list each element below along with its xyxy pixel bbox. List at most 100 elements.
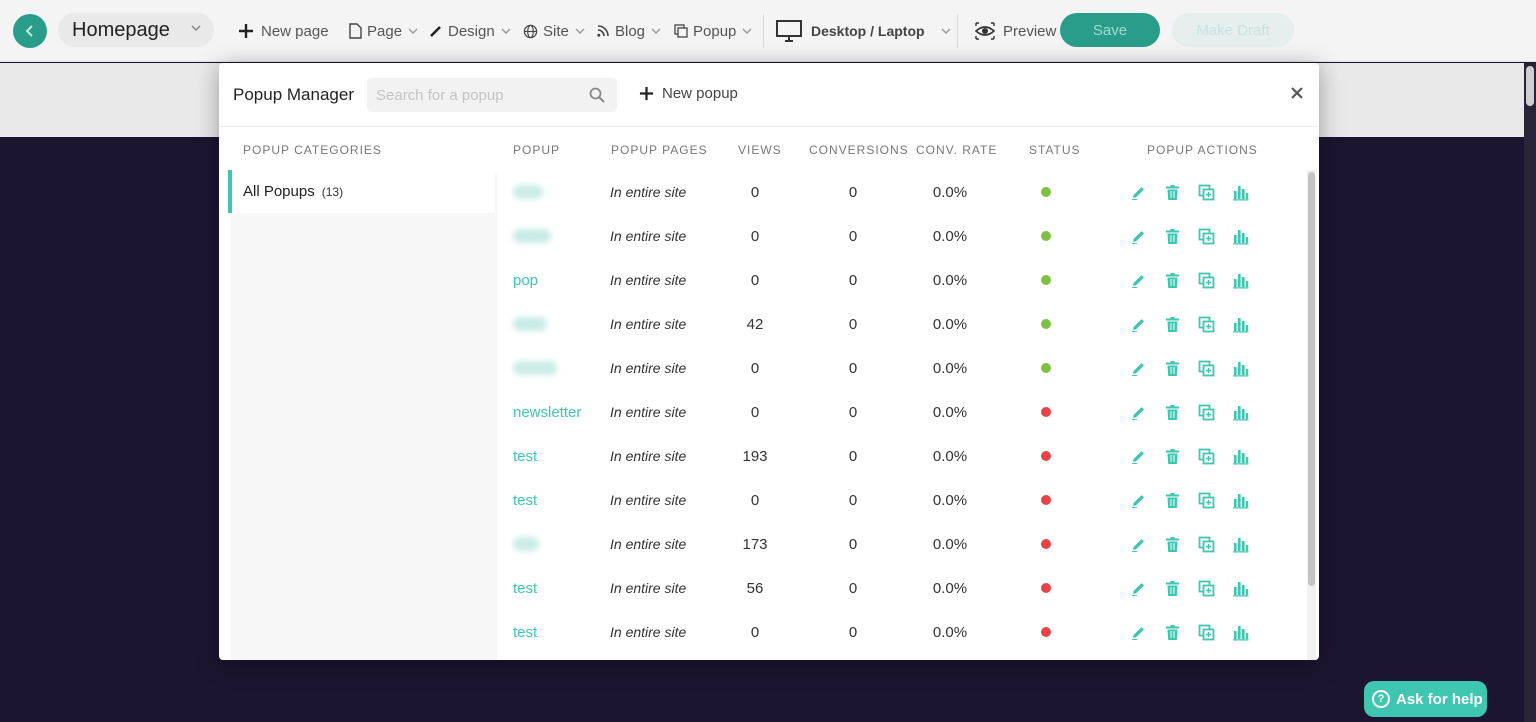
popup-pages: In entire site [610,404,687,420]
save-button[interactable]: Save [1060,13,1160,47]
stats-icon[interactable] [1232,492,1249,509]
category-all-popups[interactable]: All Popups (13) [228,170,495,213]
popup-manager-modal: Popup Manager New popup POPUP CATEGORIES… [219,63,1319,660]
stats-icon[interactable] [1232,316,1249,333]
edit-icon[interactable] [1130,492,1147,509]
stats-icon[interactable] [1232,536,1249,553]
duplicate-icon[interactable] [1198,184,1215,201]
popup-actions [1130,214,1249,258]
edit-icon[interactable] [1130,184,1147,201]
popup-conv-rate: 0.0% [932,579,968,597]
popup-actions [1130,302,1249,346]
back-button[interactable] [13,14,47,48]
popup-name-link[interactable]: test [513,478,537,522]
duplicate-icon[interactable] [1198,316,1215,333]
edit-icon[interactable] [1130,536,1147,553]
copy-icon [674,24,688,38]
page-scrollbar[interactable] [1524,63,1536,722]
popup-name-text: newsletter [513,403,582,421]
make-draft-button[interactable]: Make Draft [1172,13,1294,47]
popup-status [1040,346,1052,390]
popup-name-link[interactable]: test [513,434,537,478]
popup-menu[interactable]: Popup [674,19,753,43]
trash-icon[interactable] [1164,316,1181,333]
duplicate-icon[interactable] [1198,272,1215,289]
design-menu-label: Design [448,22,495,40]
popup-status [1040,170,1052,214]
popup-name-redacted [513,361,557,375]
popup-name-link[interactable]: test [513,566,537,610]
stats-icon[interactable] [1232,184,1249,201]
trash-icon[interactable] [1164,448,1181,465]
edit-icon[interactable] [1130,272,1147,289]
stats-icon[interactable] [1232,272,1249,289]
stats-icon[interactable] [1232,624,1249,641]
popup-search-input[interactable] [367,78,581,112]
duplicate-icon[interactable] [1198,536,1215,553]
popup-actions [1130,522,1249,566]
edit-icon[interactable] [1130,448,1147,465]
edit-icon[interactable] [1130,580,1147,597]
popup-name-link[interactable] [513,346,557,390]
duplicate-icon[interactable] [1198,360,1215,377]
page-icon [349,23,362,39]
site-menu-label: Site [543,22,569,40]
popup-name-link[interactable] [513,170,543,214]
duplicate-icon[interactable] [1198,228,1215,245]
popup-name-text: pop [513,271,539,289]
site-menu[interactable]: Site [523,19,586,43]
toolbar-divider [957,14,958,48]
stats-icon[interactable] [1232,228,1249,245]
search-icon[interactable] [589,87,605,103]
close-icon[interactable] [1289,85,1305,101]
popup-name-link[interactable] [513,302,547,346]
stats-icon[interactable] [1232,580,1249,597]
edit-icon[interactable] [1130,624,1147,641]
table-scrollbar-thumb[interactable] [1308,172,1315,586]
popup-name-link[interactable]: test [513,610,537,654]
duplicate-icon[interactable] [1198,492,1215,509]
stats-icon[interactable] [1232,360,1249,377]
trash-icon[interactable] [1164,492,1181,509]
trash-icon[interactable] [1164,360,1181,377]
duplicate-icon[interactable] [1198,624,1215,641]
trash-icon[interactable] [1164,624,1181,641]
popup-name-link[interactable]: pop [513,258,538,302]
popup-status [1040,478,1052,522]
trash-icon[interactable] [1164,536,1181,553]
duplicate-icon[interactable] [1198,404,1215,421]
preview-button[interactable]: Preview [975,19,1056,43]
page-selector[interactable]: Homepage [58,13,214,47]
design-menu[interactable]: Design [429,19,512,43]
new-page-button[interactable]: New page [238,19,329,43]
popup-name-link[interactable] [513,522,539,566]
trash-icon[interactable] [1164,580,1181,597]
device-selector[interactable]: Desktop / Laptop [776,19,952,43]
popup-views: 0 [750,271,760,289]
table-scrollbar[interactable] [1307,170,1316,660]
duplicate-icon[interactable] [1198,580,1215,597]
blog-menu[interactable]: Blog [596,19,662,43]
popup-name-link[interactable]: newsletter [513,390,581,434]
edit-icon[interactable] [1130,404,1147,421]
new-popup-button[interactable]: New popup [639,85,738,102]
trash-icon[interactable] [1164,272,1181,289]
page-menu[interactable]: Page [349,19,419,43]
duplicate-icon[interactable] [1198,448,1215,465]
popup-name-link[interactable] [513,214,551,258]
popup-conversions: 0 [848,579,858,597]
ask-for-help-button[interactable]: ? Ask for help [1364,681,1487,717]
trash-icon[interactable] [1164,228,1181,245]
popup-conversions: 0 [848,447,858,465]
stats-icon[interactable] [1232,448,1249,465]
edit-icon[interactable] [1130,316,1147,333]
page-scrollbar-thumb[interactable] [1526,66,1534,106]
edit-icon[interactable] [1130,228,1147,245]
edit-icon[interactable] [1130,360,1147,377]
toolbar-divider [763,14,764,48]
popup-conv-rate: 0.0% [932,315,968,333]
stats-icon[interactable] [1232,404,1249,421]
trash-icon[interactable] [1164,184,1181,201]
popup-pages: In entire site [610,536,687,552]
trash-icon[interactable] [1164,404,1181,421]
